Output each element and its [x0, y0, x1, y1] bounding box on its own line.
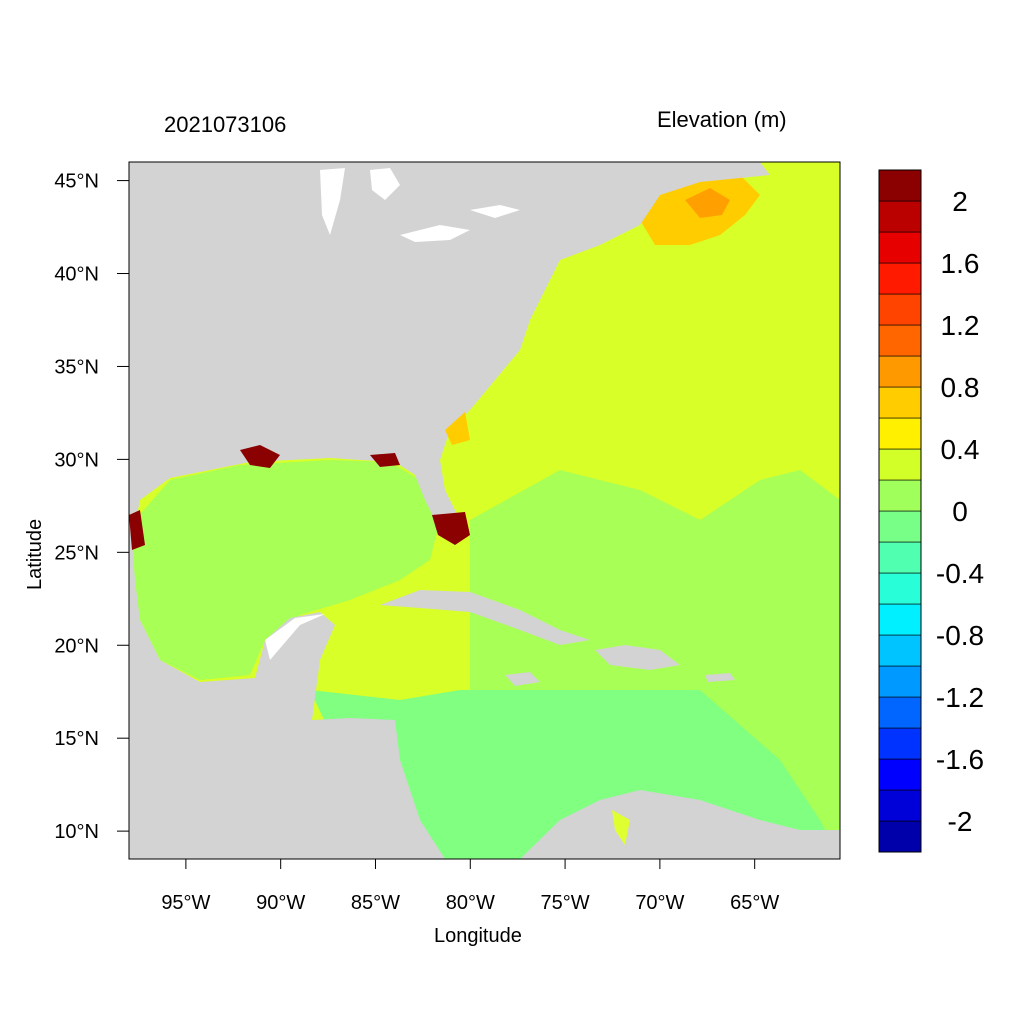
gulf-of-maine-peak [685, 188, 730, 218]
latitude-ticks: 45°N 40°N 35°N 30°N 25°N 20°N 15°N 10°N [54, 171, 129, 843]
colorbar-swatch [878, 510, 922, 543]
jamaica-island [505, 672, 540, 686]
colorbar-swatch [878, 262, 922, 295]
lon-tick-label: 85°W [351, 892, 400, 914]
south-america-landmass [520, 790, 840, 859]
colorbar: -2 -1.6 -1.2 -0.8 -0.4 0 0.4 0.8 1.2 1.6 2 [878, 169, 984, 853]
lon-tick-label: 65°W [730, 892, 779, 914]
hispaniola-island [595, 645, 680, 670]
colorbar-swatch [878, 479, 922, 512]
colorbar-tick-label: -0.4 [936, 558, 984, 589]
lat-tick-label: 15°N [54, 728, 99, 750]
colorbar-swatch [878, 603, 922, 636]
x-axis-label: Longitude [434, 925, 522, 947]
central-america-landmass [129, 575, 445, 859]
colorbar-swatch [878, 572, 922, 605]
colorbar-frame [878, 169, 922, 853]
colorbar-tick-label: 1.6 [941, 248, 980, 279]
variable-title: Elevation (m) [657, 107, 787, 132]
colorbar-tick-label: 1.2 [941, 310, 980, 341]
colorbar-swatch [878, 169, 922, 202]
colorbar-swatch [878, 758, 922, 791]
colorbar-swatch [878, 293, 922, 326]
florida-panhandle-anomaly [370, 453, 400, 467]
colorbar-swatch [878, 696, 922, 729]
colorbar-swatch [878, 820, 922, 853]
lat-tick-label: 25°N [54, 542, 99, 564]
cuba-island [380, 590, 590, 645]
lon-tick-label: 90°W [256, 892, 305, 914]
colorbar-tick-label: -1.6 [936, 744, 984, 775]
lake-ontario [470, 205, 520, 218]
puerto-rico-island [705, 673, 735, 682]
lat-tick-label: 40°N [54, 264, 99, 286]
lake-michigan [320, 168, 345, 235]
louisiana-surge-anomaly [240, 445, 280, 468]
colorbar-swatch [878, 417, 922, 450]
colorbar-swatch [878, 727, 922, 760]
lake-huron [370, 168, 400, 200]
colorbar-swatch [878, 789, 922, 822]
georgia-coast-anomaly [445, 412, 470, 445]
colorbar-swatch [878, 200, 922, 233]
lon-tick-label: 80°W [446, 892, 495, 914]
lat-tick-label: 20°N [54, 635, 99, 657]
lake-maracaibo [612, 810, 630, 845]
map-plot-area [129, 162, 840, 859]
colorbar-tick-label: -0.8 [936, 620, 984, 651]
north-america-landmass [129, 162, 770, 580]
colorbar-swatch [878, 324, 922, 357]
texas-coast-anomaly [129, 510, 145, 550]
colorbar-swatch [878, 386, 922, 419]
colorbar-tick-label: -2 [948, 806, 973, 837]
colorbar-swatch [878, 634, 922, 667]
colorbar-tick-label: 0 [952, 496, 968, 527]
longitude-ticks: 95°W 90°W 85°W 80°W 75°W 70°W 65°W [161, 859, 779, 914]
florida-surge-anomaly [432, 512, 470, 545]
gulf-of-mexico-field [130, 460, 440, 680]
yucatan-shelf [265, 614, 325, 660]
colorbar-swatch [878, 355, 922, 388]
lat-tick-label: 30°N [54, 449, 99, 471]
colorbar-swatch [878, 665, 922, 698]
colorbar-swatch [878, 541, 922, 574]
lon-tick-label: 95°W [161, 892, 210, 914]
lat-tick-label: 10°N [54, 821, 99, 843]
lat-tick-label: 45°N [54, 171, 99, 193]
plot-frame [128, 161, 841, 860]
colorbar-swatch [878, 448, 922, 481]
map-timestamp-title: 2021073106 [164, 112, 287, 137]
lon-tick-label: 75°W [541, 892, 590, 914]
colorbar-tick-label: 0.8 [941, 372, 980, 403]
lat-tick-label: 35°N [54, 356, 99, 378]
colorbar-tick-label: 0.4 [941, 434, 980, 465]
colorbar-tick-label: 2 [952, 186, 968, 217]
colorbar-tick-label: -1.2 [936, 682, 984, 713]
colorbar-swatch [878, 231, 922, 264]
lon-tick-label: 70°W [635, 892, 684, 914]
lake-erie [400, 225, 470, 242]
